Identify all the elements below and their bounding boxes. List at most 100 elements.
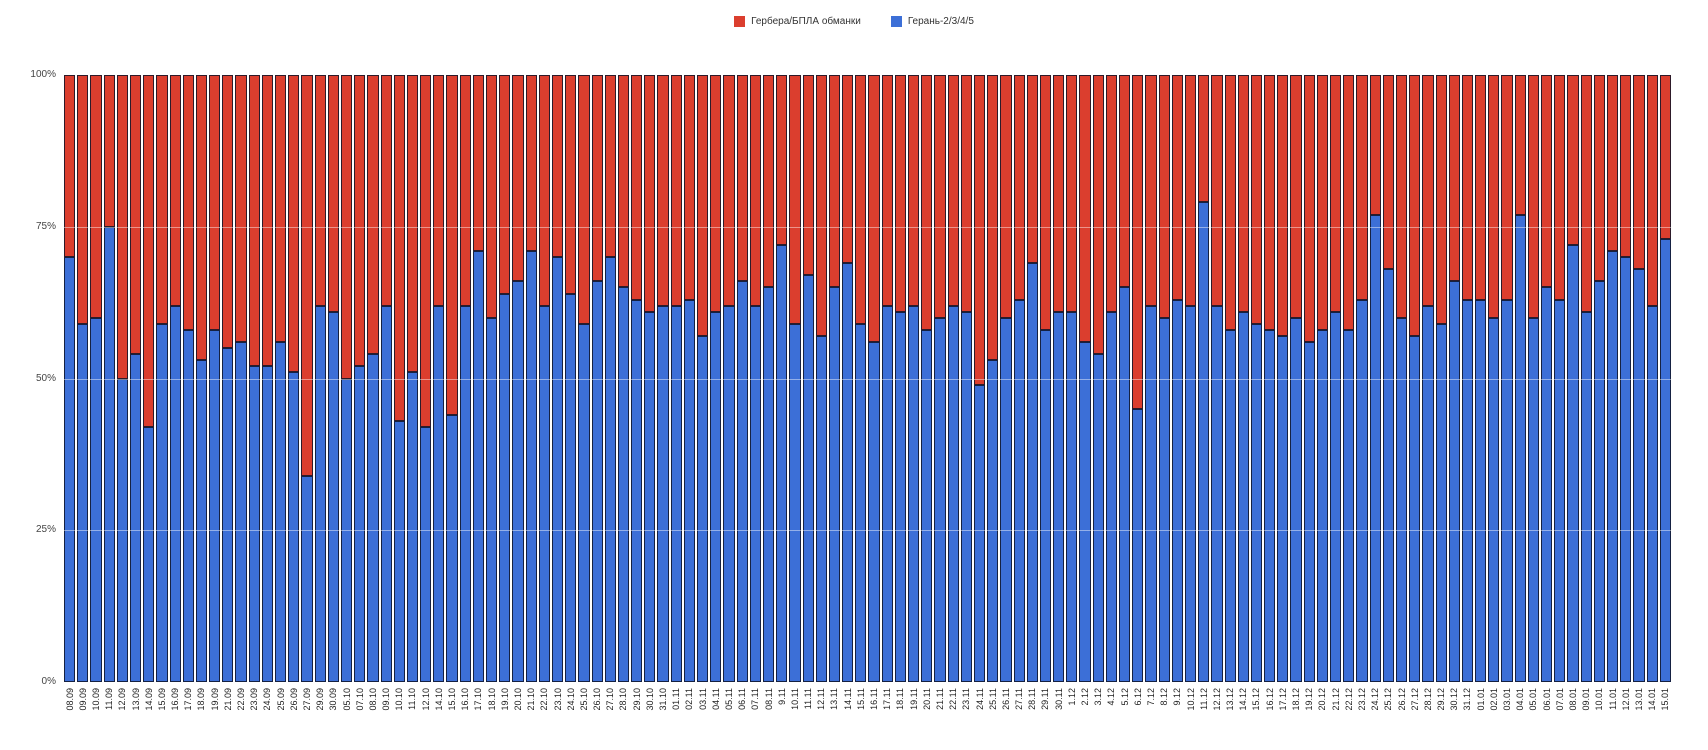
bar[interactable]: [1448, 75, 1461, 682]
bar-segment-gerbera[interactable]: [103, 75, 115, 227]
bar[interactable]: [1013, 75, 1026, 682]
bar[interactable]: [1052, 75, 1065, 682]
bar[interactable]: [1039, 75, 1052, 682]
bar-segment-gerbera[interactable]: [1514, 75, 1526, 215]
bar-segment-gerbera[interactable]: [881, 75, 893, 306]
bar-segment-geran[interactable]: [894, 311, 906, 682]
bar-segment-geran[interactable]: [1620, 257, 1632, 682]
bar[interactable]: [722, 75, 735, 682]
bar-segment-gerbera[interactable]: [947, 75, 959, 306]
bar-segment-gerbera[interactable]: [340, 75, 353, 379]
bar-segment-gerbera[interactable]: [973, 75, 986, 385]
bar-segment-geran[interactable]: [1184, 305, 1197, 682]
bar-segment-gerbera[interactable]: [472, 75, 484, 252]
bar[interactable]: [894, 75, 907, 682]
bar-segment-geran[interactable]: [1158, 317, 1170, 682]
bar[interactable]: [999, 75, 1012, 682]
bar-segment-gerbera[interactable]: [1461, 75, 1474, 300]
bar-segment-geran[interactable]: [169, 305, 181, 682]
bar[interactable]: [907, 75, 920, 682]
bar[interactable]: [380, 75, 393, 682]
bar-segment-geran[interactable]: [1382, 269, 1394, 682]
bar-segment-geran[interactable]: [1527, 317, 1539, 682]
bar-segment-geran[interactable]: [697, 336, 709, 682]
bar[interactable]: [1289, 75, 1302, 682]
bar-segment-geran[interactable]: [973, 384, 986, 682]
bar[interactable]: [1105, 75, 1118, 682]
bar[interactable]: [459, 75, 472, 682]
bar[interactable]: [261, 75, 274, 682]
bar-segment-geran[interactable]: [327, 311, 339, 682]
bar-segment-gerbera[interactable]: [644, 75, 656, 312]
bar[interactable]: [221, 75, 234, 682]
bar-segment-geran[interactable]: [921, 329, 933, 682]
bar[interactable]: [1250, 75, 1263, 682]
bar[interactable]: [406, 75, 419, 682]
bar-segment-geran[interactable]: [657, 305, 669, 682]
bar-segment-geran[interactable]: [156, 323, 168, 682]
bar[interactable]: [736, 75, 749, 682]
bar-segment-geran[interactable]: [1066, 311, 1078, 682]
bar[interactable]: [1527, 75, 1540, 682]
bar[interactable]: [749, 75, 762, 682]
bar-segment-geran[interactable]: [1105, 311, 1117, 682]
bar[interactable]: [1131, 75, 1144, 682]
bar[interactable]: [1263, 75, 1276, 682]
bar[interactable]: [1184, 75, 1197, 682]
bar[interactable]: [1369, 75, 1382, 682]
bar-segment-gerbera[interactable]: [380, 75, 392, 306]
bar-segment-gerbera[interactable]: [1026, 75, 1038, 264]
bar-segment-gerbera[interactable]: [617, 75, 630, 288]
bar[interactable]: [1395, 75, 1408, 682]
bar-segment-gerbera[interactable]: [1620, 75, 1632, 258]
bar-segment-geran[interactable]: [776, 244, 788, 682]
bar-segment-geran[interactable]: [868, 342, 880, 682]
bar[interactable]: [485, 75, 498, 682]
bar-segment-gerbera[interactable]: [446, 75, 458, 415]
bar-segment-geran[interactable]: [1264, 329, 1276, 682]
bar-segment-geran[interactable]: [815, 336, 827, 682]
bar[interactable]: [1118, 75, 1131, 682]
bar[interactable]: [947, 75, 960, 682]
bar-segment-geran[interactable]: [1554, 299, 1566, 682]
bar[interactable]: [1092, 75, 1105, 682]
bar-segment-gerbera[interactable]: [288, 75, 300, 373]
bar-segment-gerbera[interactable]: [934, 75, 946, 318]
bar-segment-gerbera[interactable]: [525, 75, 537, 252]
bar[interactable]: [63, 75, 76, 682]
bar-segment-geran[interactable]: [934, 317, 946, 682]
bar-segment-gerbera[interactable]: [1145, 75, 1157, 306]
bar-segment-gerbera[interactable]: [1382, 75, 1394, 270]
bar[interactable]: [116, 75, 129, 682]
bar[interactable]: [604, 75, 617, 682]
bar[interactable]: [1158, 75, 1171, 682]
bar-segment-gerbera[interactable]: [1303, 75, 1315, 343]
bar-segment-geran[interactable]: [538, 305, 550, 682]
bar[interactable]: [472, 75, 485, 682]
bar[interactable]: [340, 75, 353, 682]
bar-segment-gerbera[interactable]: [1119, 75, 1131, 288]
bar-segment-geran[interactable]: [314, 305, 326, 682]
bar-segment-geran[interactable]: [1303, 342, 1315, 682]
bar-segment-gerbera[interactable]: [209, 75, 221, 330]
bar[interactable]: [538, 75, 551, 682]
bar-segment-gerbera[interactable]: [1053, 75, 1065, 312]
bar-segment-gerbera[interactable]: [1000, 75, 1012, 318]
bar[interactable]: [1487, 75, 1500, 682]
bar-segment-gerbera[interactable]: [1158, 75, 1170, 318]
bar[interactable]: [314, 75, 327, 682]
bar-segment-geran[interactable]: [1092, 354, 1104, 682]
bar-segment-gerbera[interactable]: [486, 75, 498, 318]
bar[interactable]: [1026, 75, 1039, 682]
bar-segment-gerbera[interactable]: [697, 75, 709, 336]
bar-segment-gerbera[interactable]: [420, 75, 432, 428]
bar-segment-gerbera[interactable]: [354, 75, 366, 367]
bar[interactable]: [1303, 75, 1316, 682]
bar[interactable]: [815, 75, 828, 682]
bar[interactable]: [591, 75, 604, 682]
bar-segment-gerbera[interactable]: [960, 75, 972, 312]
bar[interactable]: [656, 75, 669, 682]
bar-segment-gerbera[interactable]: [1422, 75, 1434, 306]
bar[interactable]: [142, 75, 155, 682]
bar[interactable]: [577, 75, 590, 682]
